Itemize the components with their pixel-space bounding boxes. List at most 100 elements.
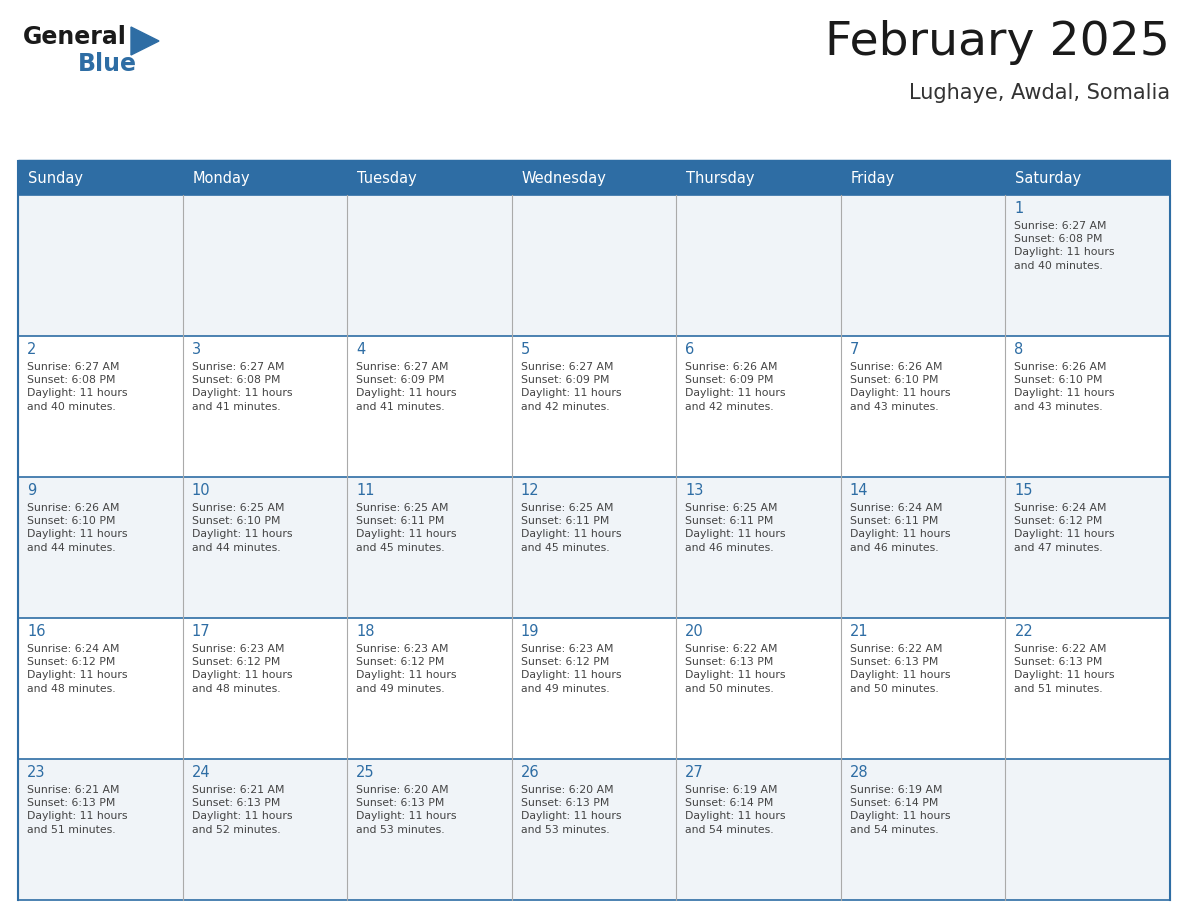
Text: 25: 25 (356, 765, 374, 780)
Bar (841, 618, 1005, 759)
Bar (347, 336, 512, 477)
Bar (18, 759, 183, 900)
Text: 3: 3 (191, 342, 201, 357)
Bar (841, 477, 1005, 618)
Text: 2: 2 (27, 342, 37, 357)
Text: Sunrise: 6:23 AM
Sunset: 6:12 PM
Daylight: 11 hours
and 49 minutes.: Sunrise: 6:23 AM Sunset: 6:12 PM Dayligh… (520, 644, 621, 694)
Bar (18, 162, 1170, 195)
Text: Sunrise: 6:25 AM
Sunset: 6:11 PM
Daylight: 11 hours
and 45 minutes.: Sunrise: 6:25 AM Sunset: 6:11 PM Dayligh… (356, 503, 456, 553)
Bar (1005, 759, 1170, 900)
Bar (512, 195, 676, 336)
Text: 1: 1 (1015, 201, 1024, 216)
Text: 19: 19 (520, 624, 539, 639)
Text: Sunrise: 6:26 AM
Sunset: 6:10 PM
Daylight: 11 hours
and 43 minutes.: Sunrise: 6:26 AM Sunset: 6:10 PM Dayligh… (1015, 362, 1114, 411)
Bar (183, 336, 347, 477)
Text: Sunrise: 6:19 AM
Sunset: 6:14 PM
Daylight: 11 hours
and 54 minutes.: Sunrise: 6:19 AM Sunset: 6:14 PM Dayligh… (849, 785, 950, 834)
Bar (676, 336, 841, 477)
Bar (1005, 477, 1170, 618)
Bar (1005, 336, 1170, 477)
Text: Sunrise: 6:22 AM
Sunset: 6:13 PM
Daylight: 11 hours
and 50 minutes.: Sunrise: 6:22 AM Sunset: 6:13 PM Dayligh… (849, 644, 950, 694)
Text: Blue: Blue (78, 52, 137, 76)
Text: Sunrise: 6:27 AM
Sunset: 6:08 PM
Daylight: 11 hours
and 40 minutes.: Sunrise: 6:27 AM Sunset: 6:08 PM Dayligh… (1015, 221, 1114, 271)
Text: 28: 28 (849, 765, 868, 780)
Text: 5: 5 (520, 342, 530, 357)
Text: 26: 26 (520, 765, 539, 780)
Text: Sunrise: 6:22 AM
Sunset: 6:13 PM
Daylight: 11 hours
and 50 minutes.: Sunrise: 6:22 AM Sunset: 6:13 PM Dayligh… (685, 644, 785, 694)
Bar (347, 195, 512, 336)
Text: Sunrise: 6:25 AM
Sunset: 6:11 PM
Daylight: 11 hours
and 46 minutes.: Sunrise: 6:25 AM Sunset: 6:11 PM Dayligh… (685, 503, 785, 553)
Text: 17: 17 (191, 624, 210, 639)
Text: 22: 22 (1015, 624, 1034, 639)
Text: Sunrise: 6:20 AM
Sunset: 6:13 PM
Daylight: 11 hours
and 53 minutes.: Sunrise: 6:20 AM Sunset: 6:13 PM Dayligh… (520, 785, 621, 834)
Bar (347, 477, 512, 618)
Bar (676, 618, 841, 759)
Text: Sunrise: 6:27 AM
Sunset: 6:09 PM
Daylight: 11 hours
and 41 minutes.: Sunrise: 6:27 AM Sunset: 6:09 PM Dayligh… (356, 362, 456, 411)
Text: Wednesday: Wednesday (522, 171, 607, 186)
Text: 13: 13 (685, 483, 703, 498)
Text: Sunrise: 6:24 AM
Sunset: 6:12 PM
Daylight: 11 hours
and 48 minutes.: Sunrise: 6:24 AM Sunset: 6:12 PM Dayligh… (27, 644, 127, 694)
Bar (512, 477, 676, 618)
Text: Sunday: Sunday (29, 171, 83, 186)
Text: Sunrise: 6:26 AM
Sunset: 6:10 PM
Daylight: 11 hours
and 43 minutes.: Sunrise: 6:26 AM Sunset: 6:10 PM Dayligh… (849, 362, 950, 411)
Text: Sunrise: 6:24 AM
Sunset: 6:11 PM
Daylight: 11 hours
and 46 minutes.: Sunrise: 6:24 AM Sunset: 6:11 PM Dayligh… (849, 503, 950, 553)
Text: 4: 4 (356, 342, 366, 357)
Bar (347, 618, 512, 759)
Bar (183, 618, 347, 759)
Text: 23: 23 (27, 765, 45, 780)
Bar (18, 477, 183, 618)
Text: Sunrise: 6:22 AM
Sunset: 6:13 PM
Daylight: 11 hours
and 51 minutes.: Sunrise: 6:22 AM Sunset: 6:13 PM Dayligh… (1015, 644, 1114, 694)
Bar (183, 477, 347, 618)
Bar (512, 618, 676, 759)
Text: 16: 16 (27, 624, 45, 639)
Text: Sunrise: 6:27 AM
Sunset: 6:08 PM
Daylight: 11 hours
and 41 minutes.: Sunrise: 6:27 AM Sunset: 6:08 PM Dayligh… (191, 362, 292, 411)
Text: 8: 8 (1015, 342, 1024, 357)
Text: Sunrise: 6:27 AM
Sunset: 6:09 PM
Daylight: 11 hours
and 42 minutes.: Sunrise: 6:27 AM Sunset: 6:09 PM Dayligh… (520, 362, 621, 411)
Text: 6: 6 (685, 342, 695, 357)
Text: Sunrise: 6:21 AM
Sunset: 6:13 PM
Daylight: 11 hours
and 51 minutes.: Sunrise: 6:21 AM Sunset: 6:13 PM Dayligh… (27, 785, 127, 834)
Text: Sunrise: 6:23 AM
Sunset: 6:12 PM
Daylight: 11 hours
and 48 minutes.: Sunrise: 6:23 AM Sunset: 6:12 PM Dayligh… (191, 644, 292, 694)
Text: 11: 11 (356, 483, 374, 498)
Bar (841, 336, 1005, 477)
Text: Lughaye, Awdal, Somalia: Lughaye, Awdal, Somalia (909, 83, 1170, 103)
Bar (1005, 618, 1170, 759)
Bar (347, 759, 512, 900)
Text: Sunrise: 6:24 AM
Sunset: 6:12 PM
Daylight: 11 hours
and 47 minutes.: Sunrise: 6:24 AM Sunset: 6:12 PM Dayligh… (1015, 503, 1114, 553)
Bar (18, 618, 183, 759)
Text: 18: 18 (356, 624, 374, 639)
Text: Saturday: Saturday (1016, 171, 1082, 186)
Text: 27: 27 (685, 765, 704, 780)
Bar (841, 759, 1005, 900)
Bar (676, 759, 841, 900)
Text: General: General (23, 25, 127, 49)
Bar (676, 477, 841, 618)
Bar (841, 195, 1005, 336)
Text: Sunrise: 6:23 AM
Sunset: 6:12 PM
Daylight: 11 hours
and 49 minutes.: Sunrise: 6:23 AM Sunset: 6:12 PM Dayligh… (356, 644, 456, 694)
Text: Tuesday: Tuesday (358, 171, 417, 186)
Text: Sunrise: 6:19 AM
Sunset: 6:14 PM
Daylight: 11 hours
and 54 minutes.: Sunrise: 6:19 AM Sunset: 6:14 PM Dayligh… (685, 785, 785, 834)
Text: 7: 7 (849, 342, 859, 357)
Text: Sunrise: 6:25 AM
Sunset: 6:10 PM
Daylight: 11 hours
and 44 minutes.: Sunrise: 6:25 AM Sunset: 6:10 PM Dayligh… (191, 503, 292, 553)
Bar (18, 336, 183, 477)
Text: 20: 20 (685, 624, 704, 639)
Text: Sunrise: 6:27 AM
Sunset: 6:08 PM
Daylight: 11 hours
and 40 minutes.: Sunrise: 6:27 AM Sunset: 6:08 PM Dayligh… (27, 362, 127, 411)
Polygon shape (131, 27, 159, 55)
Bar (512, 759, 676, 900)
Bar (183, 195, 347, 336)
Text: 21: 21 (849, 624, 868, 639)
Text: Sunrise: 6:21 AM
Sunset: 6:13 PM
Daylight: 11 hours
and 52 minutes.: Sunrise: 6:21 AM Sunset: 6:13 PM Dayligh… (191, 785, 292, 834)
Bar (1005, 195, 1170, 336)
Text: Sunrise: 6:26 AM
Sunset: 6:10 PM
Daylight: 11 hours
and 44 minutes.: Sunrise: 6:26 AM Sunset: 6:10 PM Dayligh… (27, 503, 127, 553)
Text: 10: 10 (191, 483, 210, 498)
Text: Monday: Monday (192, 171, 251, 186)
Text: 15: 15 (1015, 483, 1032, 498)
Text: Sunrise: 6:20 AM
Sunset: 6:13 PM
Daylight: 11 hours
and 53 minutes.: Sunrise: 6:20 AM Sunset: 6:13 PM Dayligh… (356, 785, 456, 834)
Text: 9: 9 (27, 483, 37, 498)
Text: February 2025: February 2025 (826, 20, 1170, 65)
Text: Sunrise: 6:25 AM
Sunset: 6:11 PM
Daylight: 11 hours
and 45 minutes.: Sunrise: 6:25 AM Sunset: 6:11 PM Dayligh… (520, 503, 621, 553)
Bar (512, 336, 676, 477)
Bar (18, 195, 183, 336)
Text: Thursday: Thursday (687, 171, 754, 186)
Bar (676, 195, 841, 336)
Text: 24: 24 (191, 765, 210, 780)
Bar (183, 759, 347, 900)
